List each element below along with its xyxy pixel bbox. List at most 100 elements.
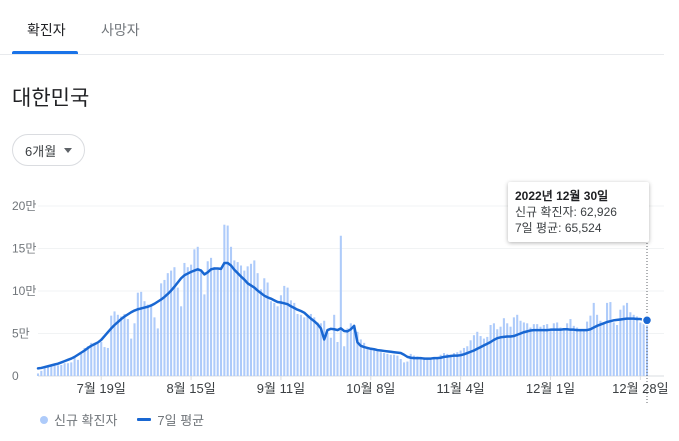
bar (632, 314, 635, 376)
bar (549, 330, 552, 376)
bar (639, 322, 642, 376)
caret-down-icon (64, 147, 73, 153)
bar (56, 365, 59, 376)
bar (519, 320, 522, 376)
bar (489, 325, 492, 376)
bar (442, 353, 446, 376)
x-tick-label: 11월 4일 (437, 381, 485, 396)
tooltip-average: 7일 평균: 65,524 (515, 220, 642, 236)
bar (616, 325, 619, 376)
bar (542, 325, 545, 376)
bar (309, 313, 312, 376)
bar (136, 292, 139, 376)
line-legend-swatch (137, 418, 152, 421)
bar (100, 342, 103, 376)
tab-bar: 확진자 사망자 (0, 0, 664, 55)
bar (429, 359, 432, 376)
bar (146, 304, 149, 376)
bar (323, 320, 326, 376)
bar (599, 320, 602, 376)
bar (416, 356, 419, 376)
y-axis-labels: 0 5만 10만 15만 20만 (12, 199, 36, 383)
bar (223, 224, 226, 376)
bar (642, 321, 645, 376)
bar (522, 322, 525, 376)
bar (502, 318, 505, 376)
bar (619, 309, 622, 376)
bar (43, 367, 46, 376)
tooltip-average-value: 65,524 (564, 221, 602, 235)
bar (303, 317, 306, 376)
bar (456, 352, 459, 376)
bar (436, 359, 439, 376)
bar (492, 323, 495, 376)
bar (386, 353, 389, 376)
bar (596, 314, 599, 376)
bar (273, 302, 276, 376)
bar (316, 322, 319, 376)
bar (319, 323, 322, 376)
bar (449, 354, 452, 376)
bar (486, 336, 489, 376)
bar (176, 287, 179, 376)
bar (466, 346, 469, 376)
cases-chart[interactable]: 0 5만 10만 15만 20만 7월 19일 8월 15일 9월 11일 10월 8일 11월… (0, 180, 679, 410)
bar (160, 283, 163, 376)
bar (566, 323, 569, 376)
bar (459, 350, 462, 376)
bar (293, 302, 296, 376)
bar (506, 323, 509, 376)
tooltip-average-label: 7일 평균: (515, 221, 562, 235)
bar (113, 311, 116, 376)
bar (259, 289, 262, 376)
bar (512, 317, 515, 376)
x-axis-labels: 7월 19일 8월 15일 9월 11일 10월 8일 11월 4일 12월 1일 12월 … (77, 376, 669, 396)
x-tick-label: 8월 15일 (166, 381, 215, 396)
bar (369, 349, 372, 376)
bar (356, 331, 359, 376)
bar (150, 306, 153, 376)
period-dropdown[interactable]: 6개월 (12, 134, 86, 166)
seven-day-average-line (36, 261, 649, 370)
bar (186, 267, 189, 376)
bar (203, 294, 206, 376)
bar (406, 361, 409, 376)
bar (536, 324, 539, 376)
bar (339, 235, 342, 376)
bar (126, 319, 129, 376)
bar (366, 348, 369, 376)
bar (602, 324, 605, 376)
bar (499, 326, 502, 376)
legend-new-cases: 신규 확진자 (54, 413, 118, 428)
bar (53, 365, 56, 376)
x-tick-label: 9월 11일 (257, 381, 305, 396)
bar (36, 373, 40, 376)
bar (482, 338, 485, 376)
bar (529, 327, 532, 376)
bar (66, 363, 69, 376)
bar (233, 260, 236, 376)
bar (213, 267, 216, 376)
y-tick-label: 15만 (12, 242, 36, 256)
bar (472, 335, 475, 376)
bar (606, 302, 609, 376)
y-tick-label: 10만 (12, 284, 36, 298)
bar (130, 338, 133, 376)
bar (83, 347, 86, 376)
bar (612, 322, 615, 376)
bar (210, 257, 213, 376)
bar (123, 313, 126, 376)
bar (73, 358, 76, 376)
tooltip-date: 2022년 12월 30일 (515, 189, 609, 203)
tab-deaths[interactable]: 사망자 (101, 22, 140, 38)
x-tick-label: 10월 8일 (346, 381, 395, 396)
bar (592, 302, 595, 376)
bar (532, 324, 535, 376)
bar (446, 353, 449, 376)
bar (546, 324, 549, 376)
x-tick-label: 7월 19일 (77, 381, 126, 396)
bar (246, 266, 249, 376)
tab-confirmed[interactable]: 확진자 (27, 22, 66, 38)
bar (133, 323, 136, 376)
bar (626, 302, 629, 376)
